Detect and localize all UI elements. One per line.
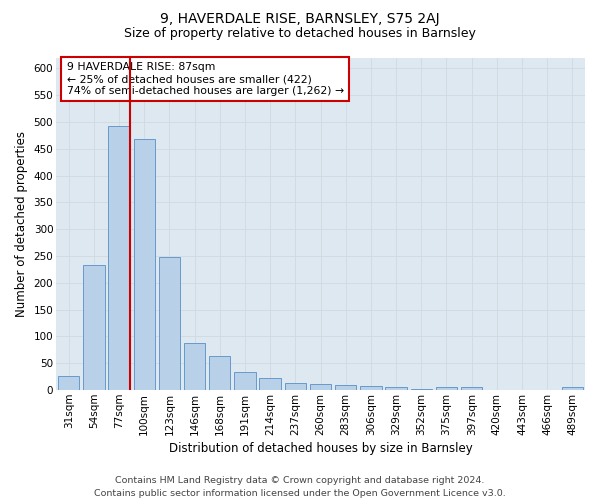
X-axis label: Distribution of detached houses by size in Barnsley: Distribution of detached houses by size … xyxy=(169,442,472,455)
Bar xyxy=(234,372,256,390)
Bar xyxy=(259,378,281,390)
Text: 9 HAVERDALE RISE: 87sqm
← 25% of detached houses are smaller (422)
74% of semi-d: 9 HAVERDALE RISE: 87sqm ← 25% of detache… xyxy=(67,62,344,96)
Bar xyxy=(184,343,205,390)
Bar xyxy=(284,383,306,390)
Text: Size of property relative to detached houses in Barnsley: Size of property relative to detached ho… xyxy=(124,28,476,40)
Bar xyxy=(134,139,155,390)
Bar xyxy=(410,389,432,390)
Bar xyxy=(58,376,79,390)
Bar xyxy=(310,384,331,390)
Bar xyxy=(109,126,130,390)
Bar xyxy=(436,388,457,390)
Text: Contains HM Land Registry data © Crown copyright and database right 2024.
Contai: Contains HM Land Registry data © Crown c… xyxy=(94,476,506,498)
Text: 9, HAVERDALE RISE, BARNSLEY, S75 2AJ: 9, HAVERDALE RISE, BARNSLEY, S75 2AJ xyxy=(160,12,440,26)
Y-axis label: Number of detached properties: Number of detached properties xyxy=(15,131,28,317)
Bar xyxy=(335,386,356,390)
Bar xyxy=(461,388,482,390)
Bar xyxy=(360,386,382,390)
Bar xyxy=(83,265,104,390)
Bar xyxy=(385,388,407,390)
Bar xyxy=(562,388,583,390)
Bar xyxy=(209,356,230,390)
Bar xyxy=(159,256,180,390)
